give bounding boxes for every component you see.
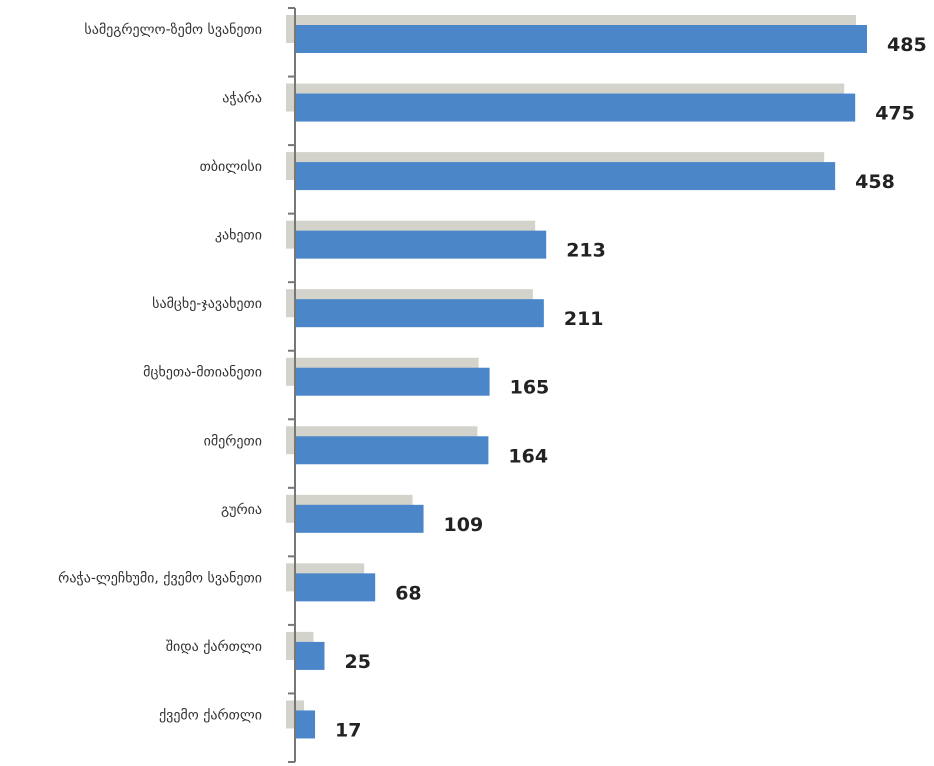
- bar: [295, 710, 316, 739]
- bar: [295, 93, 856, 122]
- data-label: 25: [344, 651, 370, 673]
- category-label: მცხეთა-მთიანეთი: [143, 365, 262, 381]
- data-label: 68: [395, 582, 421, 604]
- data-label: 475: [875, 103, 915, 125]
- bar: [295, 504, 424, 533]
- bar: [295, 641, 325, 670]
- value-labels: 485 475 458 213 211 165 164 109 68 25 17: [335, 34, 927, 741]
- data-label: 485: [887, 34, 927, 56]
- y-axis: [288, 7, 296, 763]
- bar: [295, 230, 547, 259]
- category-label: გურია: [221, 501, 262, 518]
- data-label: 213: [566, 240, 606, 262]
- category-label: ქვემო ქართლი: [159, 706, 262, 723]
- bar: [295, 367, 490, 396]
- bar-layer: [295, 25, 867, 739]
- bar: [295, 299, 544, 328]
- category-label: სამცხე-ჯავახეთი: [152, 296, 262, 312]
- data-label: 458: [855, 171, 895, 193]
- bar: [295, 436, 489, 465]
- data-label: 165: [510, 377, 550, 399]
- category-label: შიდა ქართლი: [166, 638, 262, 655]
- bar: [295, 25, 867, 53]
- data-label: 164: [508, 445, 548, 467]
- category-label: რაჭა-ლეჩხუმი, ქვემო სვანეთი: [58, 569, 262, 586]
- category-label: აჭარა: [222, 90, 262, 107]
- data-label: 211: [564, 308, 604, 330]
- bar: [295, 573, 376, 602]
- category-label: კახეთი: [215, 228, 262, 244]
- category-label: თბილისი: [200, 159, 262, 175]
- bar: [295, 162, 836, 191]
- category-label: იმერეთი: [204, 432, 262, 449]
- data-label: 17: [335, 719, 361, 741]
- category-labels: სამეგრელო-ზემო სვანეთი აჭარა თბილისი კახეთი…: [58, 21, 262, 723]
- data-label: 109: [444, 514, 484, 536]
- category-label: სამეგრელო-ზემო სვანეთი: [84, 21, 262, 38]
